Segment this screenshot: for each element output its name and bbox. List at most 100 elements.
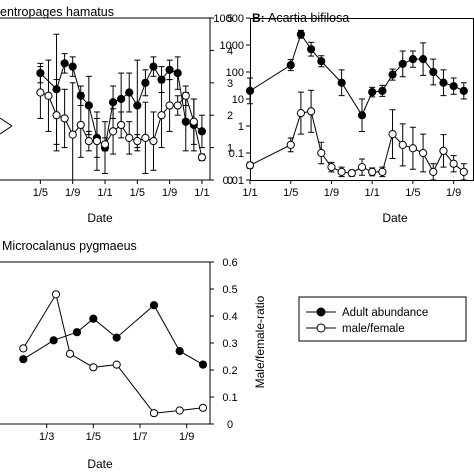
- adult-abundance-point: [286, 61, 295, 70]
- panel-c-points: [19, 290, 208, 418]
- adult-abundance-point: [398, 59, 407, 68]
- adult-abundance-point: [89, 314, 98, 323]
- panel-c: Microcalanus pygmaeus Date Male/female-r…: [0, 239, 267, 471]
- male-female-point: [92, 137, 102, 146]
- x-tick-label: 1/5: [405, 187, 420, 199]
- legend-ratio-label: male/female: [342, 323, 405, 335]
- male-female-point: [68, 130, 77, 139]
- y-tick-label: 10000: [213, 13, 244, 25]
- male-female-point: [398, 140, 407, 149]
- legend-ratio-marker: [316, 323, 326, 333]
- male-female-point: [133, 137, 142, 146]
- y-tick-label: 100: [226, 67, 244, 79]
- x-tick-label: 1/1: [194, 187, 209, 199]
- male-female-point: [52, 111, 61, 120]
- adult-abundance-point: [76, 91, 85, 100]
- y-tick-label: 4: [227, 45, 233, 57]
- adult-abundance-point: [19, 355, 28, 364]
- male-female-point: [65, 349, 75, 358]
- male-female-point: [189, 117, 198, 126]
- adult-abundance-point: [49, 336, 58, 345]
- adult-abundance-point: [357, 111, 367, 120]
- male-female-point: [125, 133, 134, 142]
- y-tick-label: 0.1: [229, 148, 244, 160]
- male-female-point: [100, 140, 110, 149]
- male-female-point: [173, 101, 182, 110]
- male-female-point: [117, 120, 126, 130]
- adult-abundance-point: [181, 117, 190, 126]
- adult-abundance-point: [197, 127, 207, 136]
- panel-c-axes: 1/3 1/5 1/7 1/9 0 0.1 0.2 0.3 0.4 0.5 0.6: [0, 257, 238, 443]
- panel-a-lines: [0, 62, 203, 158]
- y-tick-label: 0.4: [222, 311, 237, 323]
- male-female-point: [157, 111, 166, 120]
- male-female-point: [388, 130, 397, 139]
- x-tick-label: 1/9: [162, 187, 177, 199]
- male-female-point: [76, 120, 85, 130]
- adult-abundance-point: [175, 347, 184, 356]
- panel-b-xlabel: Date: [382, 211, 408, 225]
- male-female-point: [347, 169, 356, 178]
- panel-c-ylabel: Male/female-ratio: [253, 295, 267, 388]
- male-female-point: [51, 290, 61, 299]
- x-tick-label: 1/9: [179, 431, 194, 443]
- male-female-point: [149, 409, 159, 418]
- male-female-point: [84, 137, 93, 146]
- y-tick-label: 3: [227, 78, 233, 90]
- y-tick-label: 10: [232, 94, 244, 106]
- male-female-point: [112, 360, 121, 369]
- panel-c-xlabel: Date: [87, 457, 113, 471]
- male-female-line: [0, 125, 13, 135]
- male-female-line: [22, 293, 204, 414]
- adult-abundance-point: [245, 86, 255, 95]
- male-female-point: [459, 167, 468, 176]
- panel-a-xlabel: Date: [87, 211, 113, 225]
- adult-abundance-point: [117, 94, 126, 104]
- adult-abundance-point: [198, 360, 208, 369]
- male-female-point: [245, 161, 255, 170]
- legend-adult-label: Adult abundance: [342, 307, 428, 319]
- male-female-point: [198, 403, 208, 412]
- adult-abundance-point: [149, 301, 159, 310]
- x-tick-label: 1/9: [324, 187, 339, 199]
- male-female-point: [141, 133, 150, 142]
- legend-adult-marker: [316, 307, 326, 317]
- adult-abundance-point: [84, 101, 93, 110]
- male-female-point: [89, 363, 98, 372]
- adult-abundance-point: [408, 55, 418, 64]
- x-tick-label: 1/5: [33, 187, 48, 199]
- male-female-point: [368, 167, 377, 176]
- adult-abundance-point: [108, 98, 118, 107]
- adult-abundance-line: [0, 117, 13, 127]
- x-tick-label: 1/1: [97, 187, 112, 199]
- male-female-point: [175, 406, 184, 415]
- y-tick-label: 0.3: [222, 338, 237, 350]
- panel-b: B: Acartia bifilosa Date 1/1 1/5 1/9 1/1 1/5…: [213, 11, 474, 225]
- adult-abundance-point: [72, 328, 82, 337]
- y-tick-label: 1: [238, 121, 244, 133]
- adult-abundance-point: [133, 101, 142, 110]
- x-tick-label: 1/5: [86, 431, 101, 443]
- adult-abundance-line: [23, 304, 204, 366]
- adult-abundance-point: [306, 45, 316, 54]
- adult-abundance-point: [337, 78, 346, 87]
- male-female-point: [306, 107, 316, 116]
- male-female-point: [429, 167, 438, 176]
- panel-a-points: [36, 59, 207, 162]
- adult-abundance-point: [459, 86, 468, 95]
- adult-abundance-point: [378, 86, 387, 95]
- x-tick-label: 1/5: [283, 187, 298, 199]
- panel-c-lines: [22, 293, 204, 414]
- y-tick-label: 0: [227, 419, 233, 431]
- adult-abundance-point: [157, 75, 166, 84]
- adult-abundance-point: [165, 65, 174, 74]
- male-female-point: [378, 167, 387, 176]
- male-female-point: [317, 148, 326, 158]
- x-tick-label: 1/3: [39, 431, 54, 443]
- adult-abundance-point: [112, 333, 121, 342]
- legend-box: [298, 296, 467, 342]
- y-tick-label: 0.5: [222, 284, 237, 296]
- x-tick-label: 1/9: [446, 187, 461, 199]
